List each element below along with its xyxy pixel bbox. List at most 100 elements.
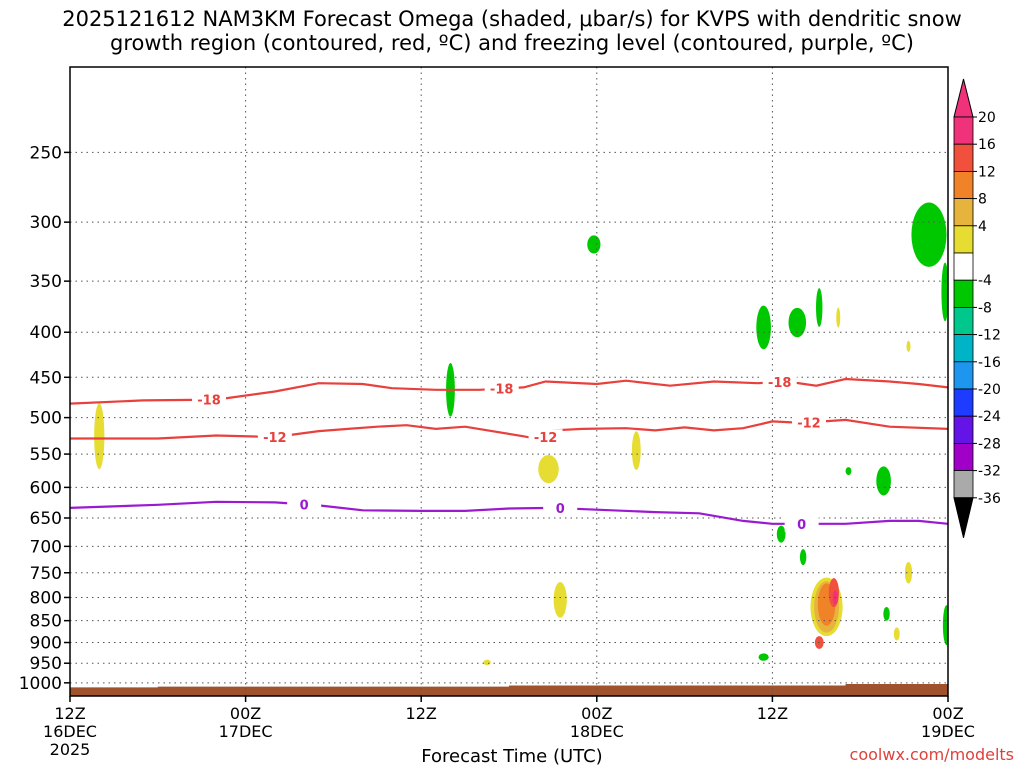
contour-label-bg bbox=[528, 429, 563, 446]
omega-feature bbox=[799, 549, 807, 566]
y-axis: 2503003504004505005506006507007508008509… bbox=[19, 143, 70, 694]
omega-feature bbox=[906, 340, 911, 352]
colorbar-label: 16 bbox=[978, 137, 996, 153]
omega-feature bbox=[758, 653, 769, 661]
contour-label-bg bbox=[543, 500, 578, 517]
colorbar-label: -28 bbox=[978, 436, 1001, 452]
contour-label: -12 bbox=[797, 416, 821, 431]
y-tick-label: 350 bbox=[30, 272, 62, 292]
colorbar-segment bbox=[953, 116, 974, 145]
x-tick-label: 19DEC bbox=[921, 722, 975, 741]
contour-label-bg bbox=[784, 515, 819, 532]
colorbar-segment bbox=[953, 306, 974, 335]
colorbar-segment bbox=[953, 415, 974, 444]
omega-feature bbox=[942, 605, 948, 646]
colorbar-label: -36 bbox=[978, 491, 1001, 507]
colorbar: 20 16 12 8 4 -4 -8 -12 -16 -20 -24 -28 -32 -36 bbox=[953, 78, 1001, 538]
y-tick-label: 650 bbox=[30, 509, 62, 529]
colorbar-segment bbox=[953, 170, 974, 199]
omega-feature bbox=[553, 581, 567, 618]
colorbar-segment bbox=[953, 225, 974, 254]
chart-subtitle: growth region (contoured, red, ºC) and f… bbox=[110, 31, 914, 55]
omega-feature bbox=[816, 288, 823, 327]
terrain-fill bbox=[70, 683, 948, 696]
contour-label-bg bbox=[257, 429, 292, 446]
contour-label: -18 bbox=[197, 394, 221, 409]
x-tick-label: 12Z bbox=[406, 704, 437, 723]
omega-feature bbox=[845, 467, 852, 476]
contour-label-bg bbox=[791, 414, 826, 431]
x-tick-label: 00Z bbox=[932, 704, 963, 723]
y-tick-label: 250 bbox=[30, 143, 62, 163]
contour-label: -12 bbox=[263, 431, 287, 446]
omega-feature bbox=[538, 455, 559, 484]
omega-feature bbox=[776, 525, 786, 543]
y-tick-label: 500 bbox=[30, 409, 62, 429]
colorbar-label: -20 bbox=[978, 382, 1001, 398]
omega-feature bbox=[756, 305, 771, 350]
colorbar-segment bbox=[953, 279, 974, 308]
y-tick-label: 550 bbox=[30, 445, 62, 465]
plot-frame bbox=[69, 66, 949, 697]
y-tick-label: 400 bbox=[30, 323, 62, 343]
omega-feature bbox=[587, 235, 601, 254]
x-tick-label: 00Z bbox=[230, 704, 261, 723]
colorbar-segment bbox=[953, 198, 974, 227]
colorbar-top-arrow bbox=[953, 78, 974, 118]
colorbar-label: -32 bbox=[978, 464, 1001, 480]
contour-label: -18 bbox=[490, 383, 514, 398]
colorbar-segment bbox=[953, 143, 974, 172]
x-tick-label: 12Z bbox=[54, 704, 85, 723]
omega-feature bbox=[883, 606, 890, 621]
omega-feature bbox=[94, 403, 105, 470]
contour-label: -12 bbox=[534, 431, 558, 446]
colorbar-segment bbox=[953, 388, 974, 417]
y-tick-label: 950 bbox=[30, 654, 62, 674]
y-tick-label: 600 bbox=[30, 478, 62, 498]
colorbar-segment bbox=[953, 334, 974, 363]
x-tick-label: 00Z bbox=[581, 704, 612, 723]
colorbar-label: -12 bbox=[978, 328, 1001, 344]
omega-feature bbox=[904, 562, 913, 584]
y-tick-label: 850 bbox=[30, 612, 62, 632]
contour-label-bg bbox=[484, 380, 519, 397]
omega-feature bbox=[876, 466, 891, 496]
colorbar-label: -16 bbox=[978, 355, 1001, 371]
colorbar-label: 12 bbox=[978, 164, 996, 180]
y-tick-label: 700 bbox=[30, 537, 62, 557]
contour-label: 0 bbox=[797, 518, 806, 533]
omega-feature bbox=[941, 262, 948, 322]
chart-title: 2025121612 NAM3KM Forecast Omega (shaded… bbox=[62, 7, 962, 31]
omega-feature bbox=[631, 431, 641, 470]
y-tick-label: 900 bbox=[30, 634, 62, 654]
colorbar-label: -24 bbox=[978, 409, 1001, 425]
omega-feature bbox=[788, 307, 807, 338]
x-tick-label: 18DEC bbox=[570, 722, 624, 741]
colorbar-bottom-arrow bbox=[953, 497, 974, 538]
x-axis-label: Forecast Time (UTC) bbox=[421, 746, 603, 767]
x-tick-label: 12Z bbox=[757, 704, 788, 723]
contour-label: 0 bbox=[556, 502, 565, 517]
omega-feature bbox=[893, 627, 900, 641]
colorbar-segment bbox=[953, 470, 974, 499]
x-tick-label: 17DEC bbox=[219, 722, 273, 741]
contour-label-bg bbox=[287, 496, 322, 513]
omega-shading bbox=[94, 202, 948, 666]
contour-label: 0 bbox=[300, 498, 309, 513]
colorbar-label: -4 bbox=[978, 273, 992, 289]
colorbar-label: 8 bbox=[978, 192, 987, 208]
colorbar-segment bbox=[953, 361, 974, 390]
contour-line bbox=[70, 377, 948, 405]
y-tick-label: 300 bbox=[30, 213, 62, 233]
colorbar-segment bbox=[953, 252, 974, 281]
x-tick-label: 16DEC bbox=[43, 722, 97, 741]
contour-label-bg bbox=[762, 373, 797, 390]
colorbar-segment bbox=[953, 442, 974, 471]
y-tick-label: 750 bbox=[30, 564, 62, 584]
y-tick-label: 800 bbox=[30, 588, 62, 608]
colorbar-label: -8 bbox=[978, 300, 992, 316]
contour-label: -18 bbox=[768, 376, 792, 391]
omega-feature bbox=[911, 202, 947, 267]
